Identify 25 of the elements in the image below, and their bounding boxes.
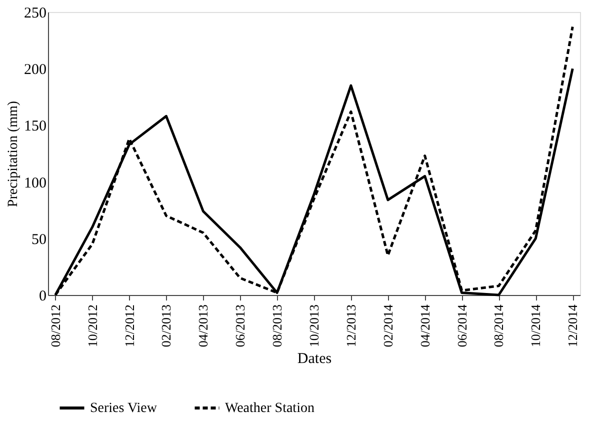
- x-tick-label: 12/2012: [122, 304, 137, 348]
- legend-label: Weather Station: [225, 401, 314, 416]
- x-tick-label: 12/2014: [565, 304, 580, 348]
- x-tick-label: 04/2014: [417, 304, 432, 348]
- y-tick-label: 50: [32, 232, 46, 248]
- x-tick-label: 12/2013: [343, 304, 358, 348]
- x-tick-label: 10/2013: [306, 304, 322, 348]
- x-tick-label: 02/2013: [158, 304, 174, 348]
- x-tick-label: 10/2014: [528, 304, 544, 348]
- y-tick-label: 150: [24, 118, 46, 135]
- x-tick-label: 08/2012: [48, 304, 63, 348]
- x-tick-label: 02/2014: [380, 304, 396, 348]
- x-tick-label: 08/2014: [491, 304, 506, 348]
- x-tick-label: 06/2013: [232, 304, 248, 348]
- x-tick-label: 08/2013: [270, 304, 285, 348]
- y-axis-title: Precipitation (mm): [6, 100, 21, 208]
- y-tick-label: 200: [24, 62, 46, 78]
- y-tick-label: 0: [39, 288, 46, 304]
- legend-label: Series View: [90, 401, 158, 416]
- y-tick-label: 100: [24, 175, 46, 192]
- y-tick-label: 250: [24, 6, 46, 22]
- x-axis-title: Dates: [297, 351, 332, 368]
- x-tick-label: 04/2013: [196, 304, 211, 348]
- x-tick-label: 10/2012: [84, 304, 100, 348]
- x-tick-label: 06/2014: [454, 304, 470, 348]
